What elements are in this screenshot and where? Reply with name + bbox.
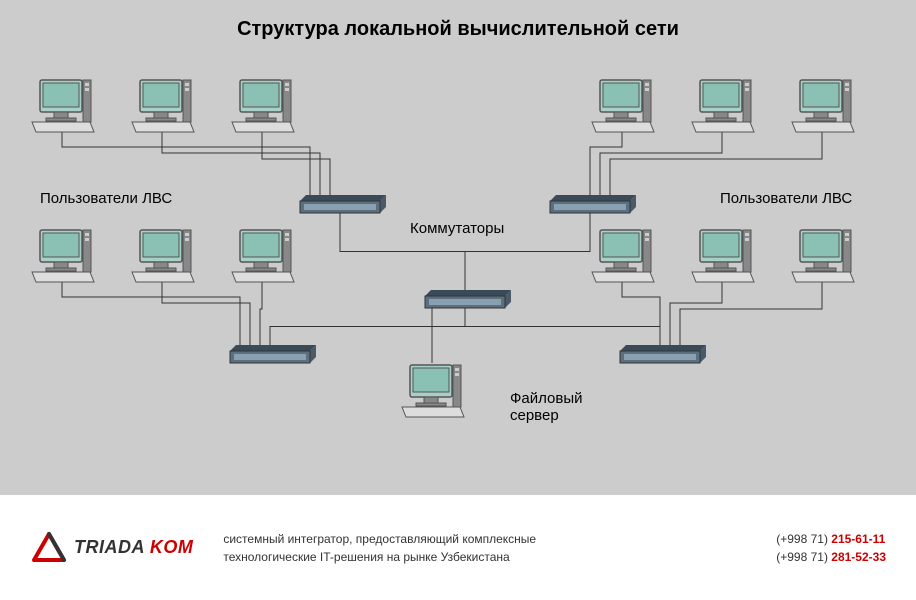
network-cable xyxy=(590,132,622,195)
network-cable xyxy=(270,290,465,363)
footer: TRIADA KOM системный интегратор, предост… xyxy=(0,495,916,600)
logo-name-b: KOM xyxy=(150,537,194,557)
workstation-icon xyxy=(592,230,654,282)
switch-icon xyxy=(230,345,316,363)
footer-phones: (+998 71) 215-61-11 (+998 71) 281-52-33 xyxy=(776,530,886,566)
switch-icon xyxy=(550,195,636,213)
server-icon xyxy=(402,365,464,417)
network-diagram: Структура локальной вычислительной сети xyxy=(0,0,916,495)
logo-text: TRIADA KOM xyxy=(74,537,193,558)
label-server: Файловый сервер xyxy=(510,390,583,424)
workstation-icon xyxy=(232,80,294,132)
label-users-left: Пользователи ЛВС xyxy=(40,190,172,207)
network-cable xyxy=(670,282,722,345)
switch-icon xyxy=(620,345,706,363)
network-cable xyxy=(62,282,240,345)
footer-description: системный интегратор, предоставляющий ко… xyxy=(223,530,746,566)
switch-icon xyxy=(300,195,386,213)
footer-desc-line2: технологические IT-решения на рынке Узбе… xyxy=(223,548,746,566)
network-cable xyxy=(680,282,822,345)
workstation-icon xyxy=(32,230,94,282)
logo: TRIADA KOM xyxy=(30,531,193,565)
network-cable xyxy=(262,132,330,195)
network-cable xyxy=(622,282,660,345)
workstation-icon xyxy=(592,80,654,132)
switch-icon xyxy=(425,290,511,308)
network-cable xyxy=(432,308,465,363)
workstation-icon xyxy=(132,230,194,282)
network-cable xyxy=(465,290,660,363)
label-users-right: Пользователи ЛВС xyxy=(720,190,852,207)
phone-2: (+998 71) 281-52-33 xyxy=(776,548,886,566)
workstation-icon xyxy=(32,80,94,132)
network-cable xyxy=(600,132,722,195)
workstation-icon xyxy=(232,230,294,282)
workstation-icon xyxy=(792,230,854,282)
workstation-icon xyxy=(792,80,854,132)
diagram-svg xyxy=(0,0,916,495)
footer-desc-line1: системный интегратор, предоставляющий ко… xyxy=(223,530,746,548)
network-cable xyxy=(62,132,310,195)
network-cable xyxy=(162,132,320,195)
diagram-title: Структура локальной вычислительной сети xyxy=(0,18,916,41)
workstation-icon xyxy=(692,80,754,132)
phone-1: (+998 71) 215-61-11 xyxy=(776,530,886,548)
network-cable xyxy=(610,132,822,195)
network-cable xyxy=(260,282,262,345)
workstation-icon xyxy=(132,80,194,132)
logo-name-a: TRIADA xyxy=(74,537,150,557)
label-switches: Коммутаторы xyxy=(410,220,504,237)
network-cable xyxy=(162,282,250,345)
workstation-icon xyxy=(692,230,754,282)
logo-triangle-icon xyxy=(30,531,68,565)
